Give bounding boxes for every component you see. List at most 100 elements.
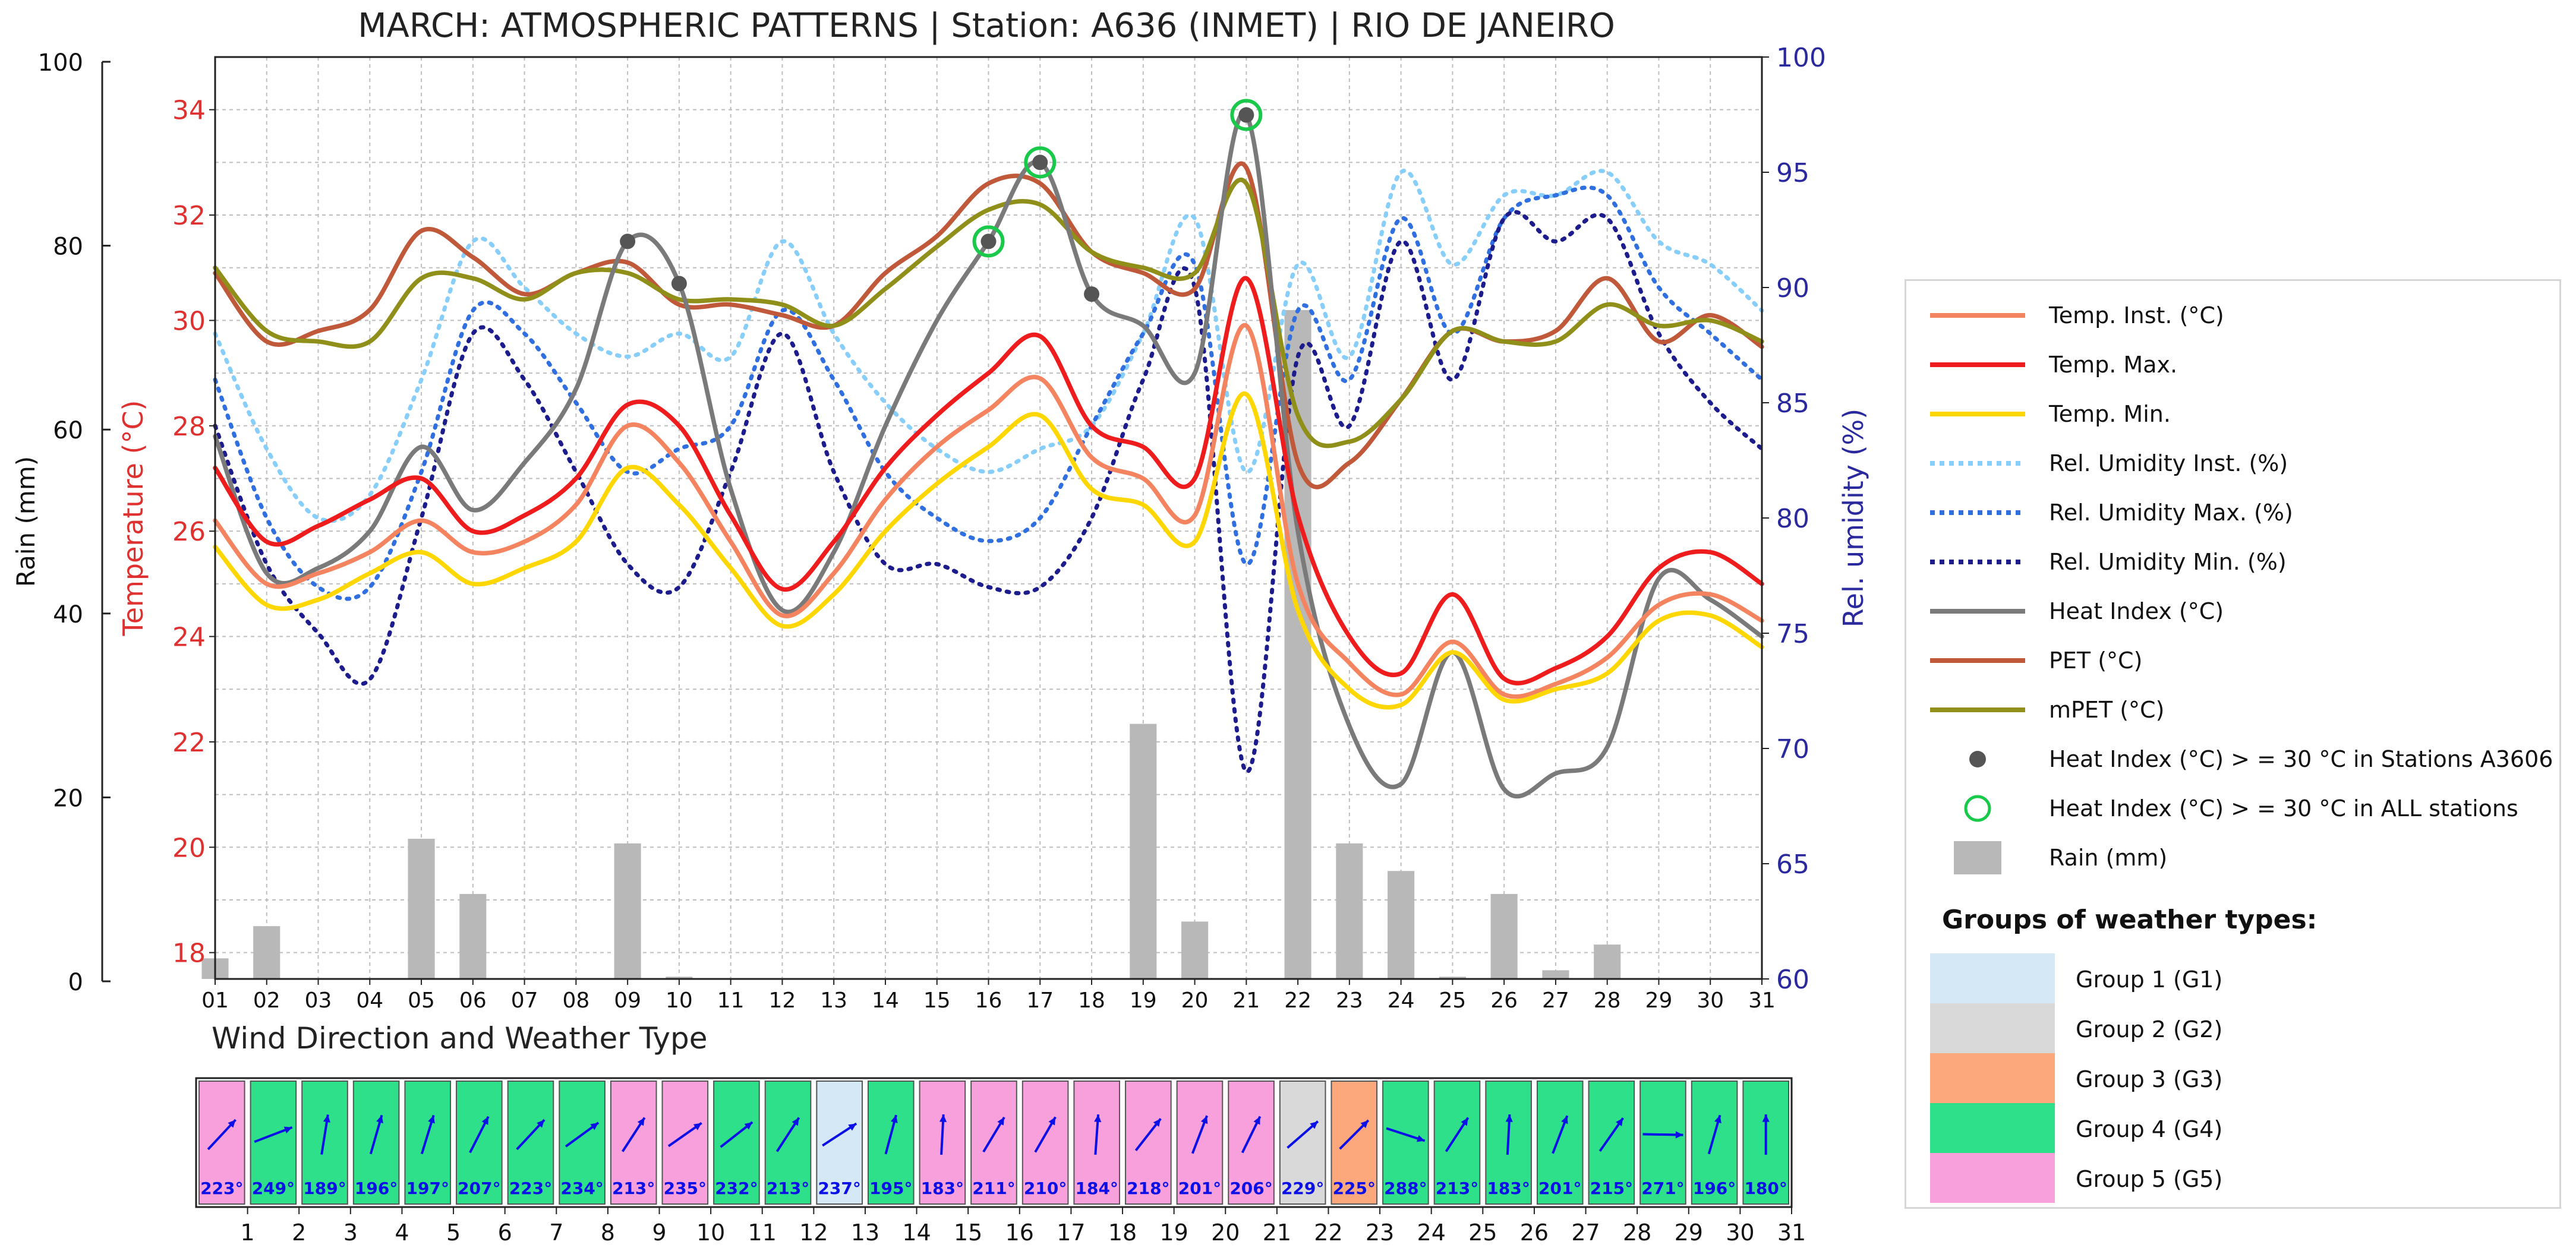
weather-type-box-14 (867, 1081, 915, 1205)
x-tick-label-05: 05 (408, 988, 435, 1013)
day-label-3: 3 (343, 1220, 358, 1246)
wind-degree-label-28: 215° (1590, 1179, 1633, 1198)
rain-tick-label-40: 40 (53, 601, 83, 628)
marker-hi-station-17 (1032, 154, 1048, 170)
day-label-12: 12 (799, 1220, 828, 1246)
wind-degree-label-22: 229° (1281, 1179, 1324, 1198)
wind-cell-11: 232° (713, 1081, 760, 1205)
rain-tick-label-100: 100 (38, 49, 83, 77)
legend-swatch-hi-all (1964, 795, 1991, 822)
x-tick-label-19: 19 (1130, 988, 1157, 1013)
wind-arrow-head-13 (848, 1123, 857, 1131)
wind-arrow-29 (1642, 1131, 1683, 1139)
weather-type-box-27 (1536, 1081, 1584, 1205)
wind-degree-label-17: 210° (1024, 1179, 1067, 1198)
legend-label-rain: Rain (mm) (2049, 845, 2168, 871)
legend-swatch-rain (1954, 841, 2001, 874)
day-label-16: 16 (1005, 1220, 1034, 1246)
x-tick-labels: 01 02 03 04 05 06 07 08 09 10 11 12 13 14 15 16 17 18 19 20… (201, 979, 1776, 1013)
wind-cell-27: 201° (1536, 1081, 1584, 1205)
wind-degree-label-10: 235° (664, 1179, 707, 1198)
wind-arrow-22 (1287, 1120, 1319, 1149)
x-tick-label-31: 31 (1748, 988, 1776, 1013)
series-lines (213, 110, 1764, 799)
wind-degree-label-29: 271° (1641, 1179, 1684, 1198)
wind-arrow-31 (1762, 1114, 1770, 1155)
group-item-1: Group 1 (G1) (1930, 953, 2524, 1003)
wind-arrow-8 (565, 1122, 600, 1148)
wind-cell-26: 183° (1485, 1081, 1532, 1205)
wind-arrow-23 (1339, 1119, 1370, 1150)
legend-label-hi-station: Heat Index (°C) > = 30 °C in Stations A3… (2049, 746, 2553, 772)
marker-hi-station-10 (671, 276, 687, 292)
group-swatch-1 (1930, 953, 2055, 1003)
rain-tick-label-20: 20 (53, 785, 83, 812)
wind-arrow-head-21 (1253, 1116, 1260, 1125)
weather-type-box-23 (1330, 1081, 1378, 1205)
legend-item-rh-inst: Rel. Umidity Inst. (%) (1906, 440, 2559, 487)
weather-type-box-25 (1433, 1081, 1481, 1205)
wind-arrow-head-29 (1675, 1131, 1683, 1139)
rain-bar-24 (1388, 871, 1415, 979)
wind-arrow-25 (1445, 1117, 1470, 1152)
legend-swatch-rh-inst (1930, 461, 2025, 466)
wind-degree-label-6: 207° (458, 1179, 500, 1198)
wind-cell-12: 213° (764, 1081, 812, 1205)
wind-arrow-head-16 (997, 1117, 1005, 1126)
day-label-21: 21 (1263, 1220, 1291, 1246)
wind-degree-label-16: 211° (972, 1179, 1015, 1198)
temp-tick-label-18: 18 (172, 939, 206, 969)
rain-bar-06 (459, 893, 487, 979)
day-label-20: 20 (1211, 1220, 1240, 1246)
chart-title: MARCH: ATMOSPHERIC PATTERNS | Station: A… (358, 7, 1615, 45)
wind-arrow-head-14 (890, 1115, 898, 1123)
wind-arrow-head-28 (1616, 1118, 1623, 1126)
legend-item-rain: Rain (mm) (1906, 834, 2559, 882)
x-tick-label-28: 28 (1594, 988, 1621, 1013)
series-line-mpet-c (213, 178, 1764, 448)
x-tick-label-08: 08 (562, 988, 589, 1013)
legend-label-pet: PET (°C) (2049, 647, 2143, 674)
rain-bar-02 (253, 926, 280, 979)
wind-arrow-12 (775, 1117, 800, 1152)
x-tick-label-25: 25 (1439, 988, 1466, 1013)
humidity-tick-label-85: 85 (1776, 388, 1809, 419)
rain-bar-26 (1490, 893, 1518, 979)
wind-cell-2: 249° (250, 1081, 297, 1205)
legend-label-hi-all: Heat Index (°C) > = 30 °C in ALL station… (2049, 795, 2518, 822)
weather-type-box-21 (1228, 1081, 1275, 1205)
wind-arrow-head-3 (323, 1114, 330, 1123)
x-tick-label-11: 11 (717, 988, 745, 1013)
wind-cell-19: 218° (1125, 1081, 1172, 1205)
x-tick-label-03: 03 (305, 988, 332, 1013)
wind-cell-17: 210° (1021, 1081, 1069, 1205)
wind-degree-label-2: 249° (252, 1179, 295, 1198)
temp-tick-label-28: 28 (172, 412, 206, 442)
weather-type-box-24 (1382, 1081, 1429, 1205)
series-line-temp-min (213, 391, 1764, 710)
x-tick-label-22: 22 (1284, 988, 1311, 1013)
rain-bar-10 (666, 977, 693, 979)
wind-degree-label-14: 195° (869, 1179, 912, 1198)
x-tick-label-27: 27 (1542, 988, 1569, 1013)
day-label-31: 31 (1777, 1220, 1806, 1246)
wind-degree-label-13: 237° (818, 1179, 860, 1198)
wind-arrow-1 (207, 1119, 237, 1151)
rain-bar-19 (1130, 724, 1157, 979)
wind-arrow-head-20 (1200, 1116, 1208, 1124)
weather-type-box-13 (816, 1081, 863, 1205)
group-item-2: Group 2 (G2) (1930, 1003, 2524, 1053)
x-tick-label-07: 07 (511, 988, 538, 1013)
temperature-axis: 18 20 22 24 26 28 30 32 34 (172, 96, 215, 969)
legend-label-mpet: mPET (°C) (2049, 697, 2165, 723)
rain-tick-label-60: 60 (53, 417, 83, 444)
legend-swatch-heat-index (1930, 609, 2025, 614)
wind-arrow-26 (1505, 1114, 1513, 1155)
wind-strip-title: Wind Direction and Weather Type (212, 1021, 708, 1056)
wind-cell-13: 237° (816, 1081, 863, 1205)
wind-degree-label-19: 218° (1127, 1179, 1169, 1198)
day-label-30: 30 (1726, 1220, 1754, 1246)
wind-arrow-30 (1707, 1114, 1721, 1155)
legend-swatch-mpet (1930, 707, 2025, 712)
group-swatch-4 (1930, 1103, 2055, 1153)
